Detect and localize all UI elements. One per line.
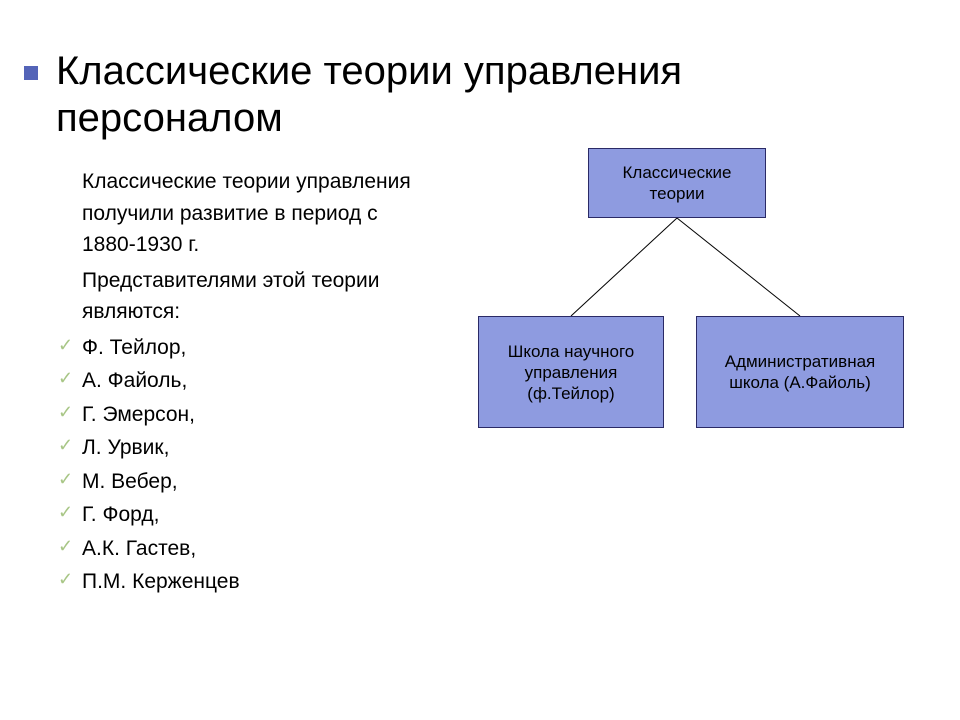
intro-paragraph-2: Представителями этой теории являются:	[56, 265, 436, 328]
slide: Классические теории управления персонало…	[0, 0, 960, 720]
diagram-edge	[571, 218, 677, 316]
content-columns: Классические теории управления получили …	[56, 166, 904, 600]
diagram-node-right: Административная школа (А.Файоль)	[696, 316, 904, 428]
intro-paragraph-1: Классические теории управления получили …	[56, 166, 436, 261]
list-item: Л. Урвик,	[56, 432, 436, 464]
list-item: Г. Форд,	[56, 499, 436, 531]
list-item: М. Вебер,	[56, 466, 436, 498]
diagram-edge	[677, 218, 800, 316]
list-item: Ф. Тейлор,	[56, 332, 436, 364]
list-item: А.К. Гастев,	[56, 533, 436, 565]
right-column: Классические теорииШкола научного управл…	[460, 166, 904, 600]
left-column: Классические теории управления получили …	[56, 166, 436, 600]
accent-square	[24, 66, 38, 80]
list-item: П.М. Керженцев	[56, 566, 436, 598]
author-list: Ф. Тейлор, А. Файоль, Г. Эмерсон, Л. Урв…	[56, 332, 436, 598]
list-item: Г. Эмерсон,	[56, 399, 436, 431]
page-title: Классические теории управления персонало…	[56, 48, 904, 142]
diagram-node-root: Классические теории	[588, 148, 766, 218]
title-area: Классические теории управления персонало…	[56, 48, 904, 142]
list-item: А. Файоль,	[56, 365, 436, 397]
diagram-node-left: Школа научного управления (ф.Тейлор)	[478, 316, 664, 428]
